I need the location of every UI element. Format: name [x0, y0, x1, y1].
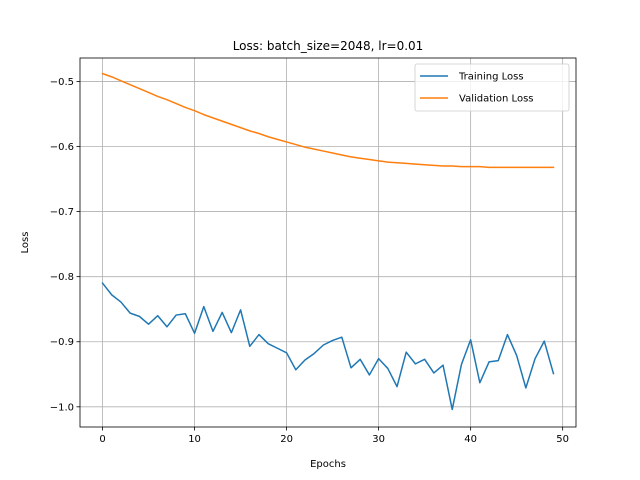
legend-label-validation-loss: Validation Loss — [459, 94, 534, 105]
validation-loss-line — [101, 72, 555, 169]
axis-ticks: 0 10 20 30 40 50 −1.0 −0.9 −0.8 −0.7 −0.6 −0.5 — [50, 77, 569, 445]
legend-label-training-loss: Training Loss — [458, 72, 524, 83]
y-axis-label: Loss — [20, 232, 31, 254]
legend-box — [414, 63, 570, 112]
y-tick-label: −0.7 — [50, 207, 74, 218]
y-tick-label: −0.5 — [50, 77, 74, 88]
x-tick-label: 30 — [372, 434, 385, 445]
y-tick-label: −0.9 — [50, 337, 74, 348]
x-tick-label: 50 — [556, 434, 569, 445]
y-tick-label: −0.8 — [50, 272, 74, 283]
legend: Training Loss Validation Loss — [414, 63, 570, 112]
y-tick-label: −0.6 — [50, 142, 74, 153]
y-tick-label: −1.0 — [50, 402, 74, 413]
x-tick-label: 10 — [188, 434, 201, 445]
training-loss-line — [101, 282, 555, 411]
x-tick-label: 20 — [280, 434, 293, 445]
plot-frame — [79, 57, 577, 428]
x-tick-label: 0 — [99, 434, 105, 445]
chart-title: Loss: batch_size=2048, lr=0.01 — [233, 39, 424, 53]
grid — [80, 58, 576, 427]
x-axis-label: Epochs — [310, 459, 346, 470]
series-lines — [101, 72, 555, 411]
x-tick-label: 40 — [464, 434, 477, 445]
